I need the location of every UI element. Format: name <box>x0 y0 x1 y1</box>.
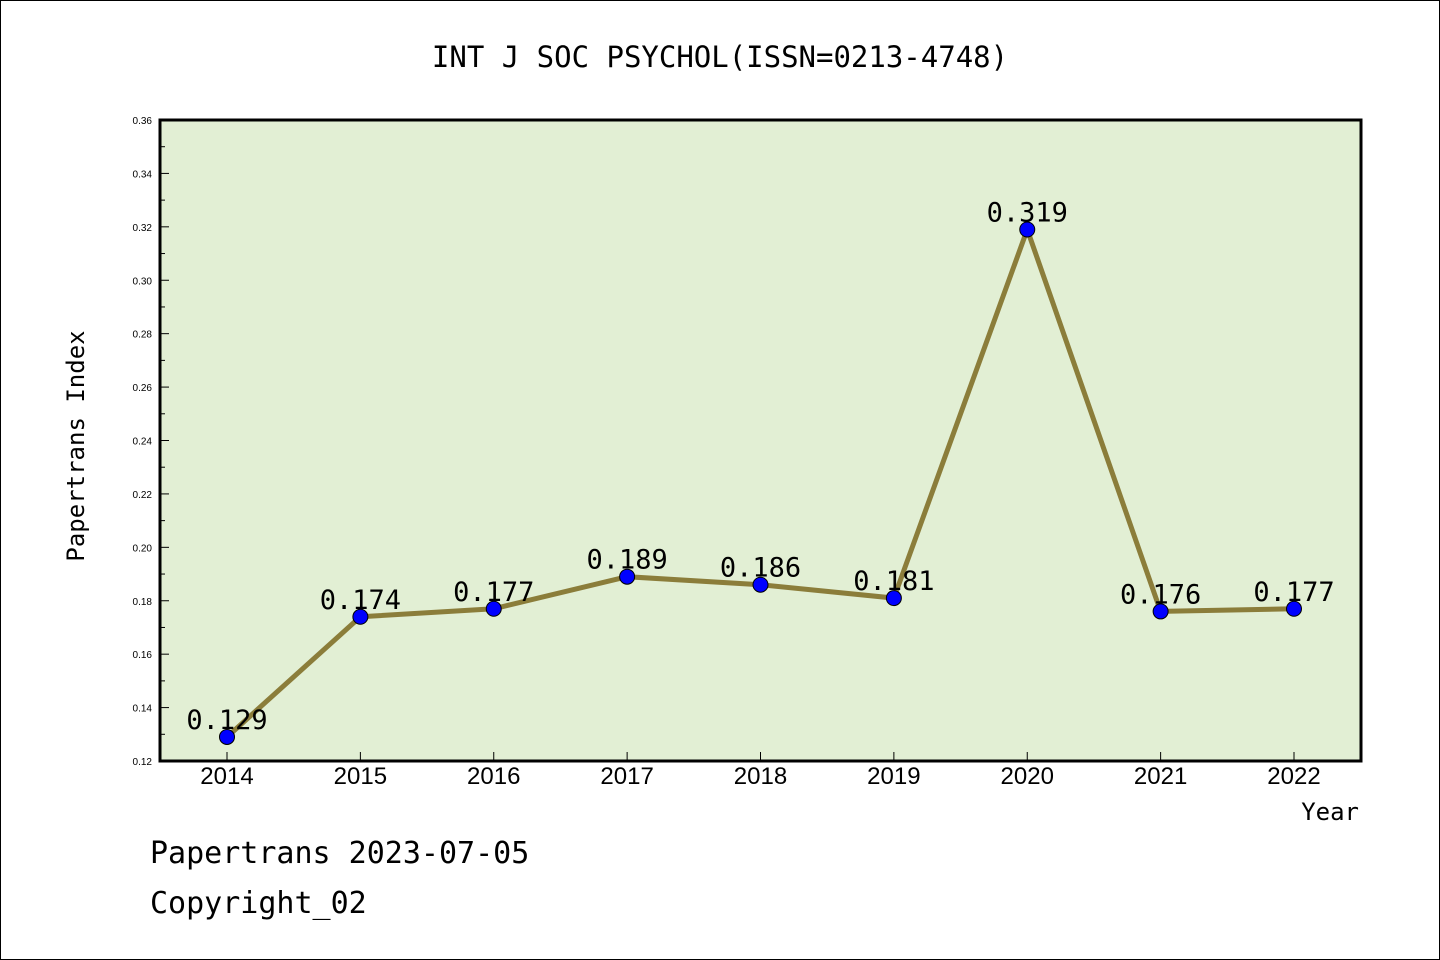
data-label: 0.129 <box>186 705 267 736</box>
data-label: 0.177 <box>1253 577 1334 608</box>
x-tick-label: 2014 <box>200 763 253 790</box>
data-label: 0.177 <box>453 577 534 608</box>
y-tick-label: 0.28 <box>133 330 153 341</box>
y-tick-label: 0.24 <box>133 437 153 448</box>
y-tick-label: 0.12 <box>133 757 153 768</box>
y-tick-label: 0.18 <box>133 597 153 608</box>
x-axis-title: Year <box>1301 798 1359 826</box>
x-tick-label: 2022 <box>1267 763 1320 790</box>
plot-area <box>158 118 1363 763</box>
x-tick-label: 2015 <box>334 763 387 790</box>
data-label: 0.174 <box>320 585 401 616</box>
x-tick-label: 2020 <box>1001 763 1054 790</box>
y-tick-label: 0.16 <box>133 650 153 661</box>
data-point <box>1019 221 1036 238</box>
series-markers <box>219 221 1302 745</box>
x-tick-label: 2021 <box>1134 763 1187 790</box>
y-tick-label: 0.32 <box>133 223 153 234</box>
data-point <box>1152 603 1169 620</box>
y-tick-label: 0.30 <box>133 276 153 287</box>
data-point <box>619 568 636 585</box>
data-point <box>485 600 502 617</box>
y-tick-label: 0.34 <box>133 169 153 180</box>
data-point <box>752 576 769 593</box>
x-tick-label: 2018 <box>734 763 787 790</box>
data-point <box>1286 600 1302 617</box>
y-tick-label: 0.20 <box>133 543 153 554</box>
chart-title: INT J SOC PSYCHOL(ISSN=0213-4748) <box>432 40 1008 74</box>
data-label: 0.181 <box>853 566 934 597</box>
y-tick-label: 0.14 <box>133 704 153 715</box>
y-tick-label: 0.22 <box>133 490 153 501</box>
data-point <box>885 590 902 607</box>
y-tick-label: 0.26 <box>133 383 153 394</box>
y-axis: 0.12 0.14 0.16 0.18 0.20 0.22 0.24 0.26 0.28 0.30… <box>133 116 169 768</box>
footer-copyright: Copyright_02 <box>150 886 367 921</box>
y-axis-title: Papertrans Index <box>62 330 90 561</box>
x-tick-label: 2019 <box>867 763 920 790</box>
x-tick-label: 2016 <box>467 763 520 790</box>
data-point <box>219 728 235 745</box>
data-label: 0.319 <box>987 198 1068 229</box>
data-labels: 0.129 0.174 0.177 0.189 0.186 0.181 0.319 0.176… <box>186 198 1334 736</box>
data-label: 0.186 <box>720 553 801 584</box>
x-axis: 2014 2015 2016 2017 2018 2019 2020 2021 2022 <box>200 752 1321 790</box>
data-label: 0.189 <box>586 545 667 576</box>
x-tick-label: 2017 <box>600 763 653 790</box>
data-point <box>352 608 369 625</box>
data-label: 0.176 <box>1120 579 1201 610</box>
y-tick-label: 0.36 <box>133 116 153 127</box>
footer-date: Papertrans 2023-07-05 <box>150 836 530 871</box>
